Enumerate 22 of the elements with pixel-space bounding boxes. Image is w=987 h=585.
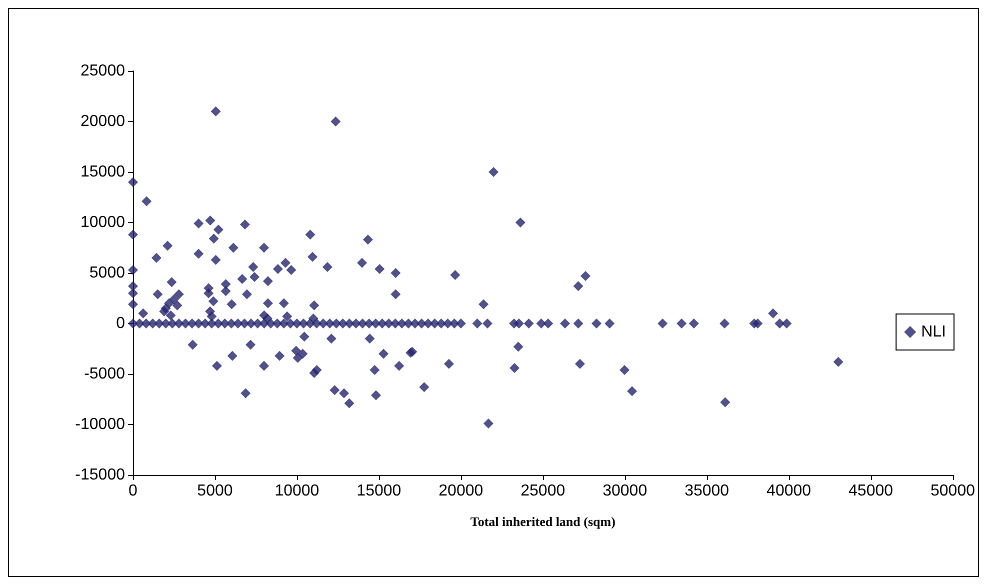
x-tick-label: 45000 [848, 482, 894, 500]
x-tick-label: 0 [128, 482, 138, 500]
x-tick-label: 40000 [766, 482, 812, 500]
y-tick-label: -10000 [75, 416, 126, 433]
x-tick-label: 5000 [197, 482, 233, 500]
x-tick-label: 35000 [684, 482, 730, 500]
y-tick-label: 0 [116, 315, 126, 332]
y-tick-label: 5000 [89, 264, 126, 282]
y-tick-label: 25000 [80, 62, 126, 80]
y-tick-label: -5000 [84, 366, 126, 382]
x-tick-label: 30000 [602, 482, 648, 500]
y-tick-label: 10000 [80, 214, 126, 231]
legend-label: NLI [921, 324, 946, 340]
y-tick-label: -15000 [75, 466, 126, 484]
x-tick-label: 10000 [274, 482, 320, 500]
y-tick-label: 15000 [80, 164, 126, 180]
x-axis-title: Total inherited land (sqm) [470, 514, 616, 529]
x-tick-label: 25000 [520, 482, 566, 500]
y-tick-label: 20000 [80, 113, 126, 130]
x-tick-label: 15000 [356, 482, 402, 500]
x-tick-label: 50000 [930, 482, 976, 500]
x-tick-label: 20000 [438, 482, 484, 500]
